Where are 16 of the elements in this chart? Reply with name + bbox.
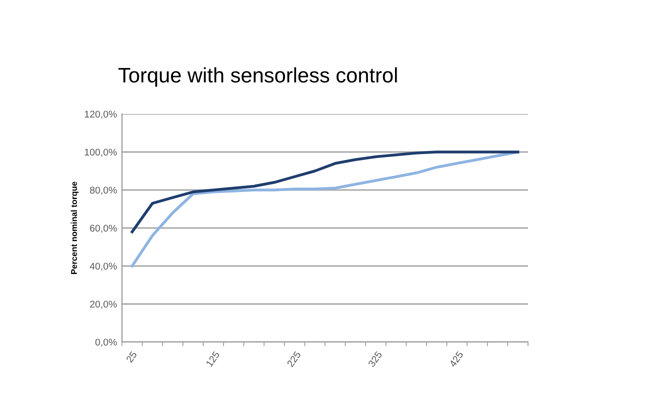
x-tick-label: 225	[286, 350, 302, 368]
y-tick-label: 0,0%	[95, 338, 117, 347]
line-series	[130, 150, 520, 268]
y-tick-label: 40,0%	[90, 262, 117, 271]
y-axis-title: Percent nominal torque	[70, 182, 79, 274]
y-tick-label: 120,0%	[84, 110, 117, 119]
x-tick-label: 125	[206, 350, 220, 368]
y-tick-label: 60,0%	[90, 224, 117, 233]
y-tick-label: 20,0%	[90, 300, 117, 309]
x-tick-label: 25	[126, 350, 138, 363]
x-tick-label: 325	[368, 350, 382, 368]
y-tick-label: 100,0%	[84, 148, 117, 157]
y-tick-label: 80,0%	[90, 186, 117, 195]
line-series	[130, 150, 520, 234]
chart-title: Torque with sensorless control	[118, 67, 397, 87]
x-tick-label: 425	[448, 350, 464, 368]
